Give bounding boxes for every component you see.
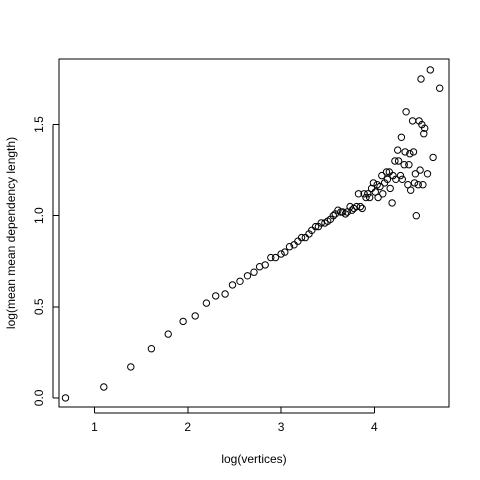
data-point-22	[294, 237, 302, 245]
data-point-55	[374, 193, 382, 202]
data-point-75	[402, 108, 410, 116]
data-point-64	[388, 199, 396, 207]
data-point-83	[411, 170, 420, 178]
data-point-0	[61, 394, 70, 402]
data-point-13	[250, 268, 258, 276]
data-point-46	[358, 204, 366, 213]
y-axis-title: log(mean mean dependency length)	[4, 137, 18, 329]
data-point-49	[364, 190, 372, 198]
data-point-77	[405, 161, 413, 169]
data-point-50	[366, 193, 374, 202]
data-point-47	[360, 190, 368, 198]
data-point-56	[376, 182, 384, 191]
data-point-82	[410, 179, 419, 187]
plot-frame	[58, 58, 450, 408]
data-point-2	[127, 363, 135, 371]
data-point-19	[281, 248, 289, 256]
data-point-73	[400, 161, 408, 169]
data-point-20	[285, 243, 294, 251]
data-point-11	[236, 277, 244, 285]
data-point-81	[409, 148, 418, 156]
x-tick-label-1: 2	[184, 420, 191, 434]
data-point-91	[420, 130, 428, 138]
data-point-57	[378, 171, 386, 180]
data-point-94	[426, 66, 434, 74]
data-point-58	[379, 190, 387, 198]
data-point-78	[406, 150, 414, 158]
data-point-24	[301, 233, 309, 242]
data-point-85	[414, 181, 422, 189]
data-point-93	[423, 170, 432, 178]
data-point-74	[401, 148, 409, 156]
data-point-17	[271, 253, 280, 262]
data-point-92	[421, 124, 429, 132]
data-point-68	[394, 146, 402, 154]
data-point-26	[308, 226, 316, 235]
data-point-33	[329, 212, 337, 220]
data-point-84	[412, 212, 420, 220]
points-layer	[61, 66, 444, 402]
x-axis: 1 2 3 4	[91, 407, 378, 434]
data-point-95	[429, 153, 437, 162]
data-point-10	[228, 281, 237, 289]
y-axis: 0.0 0.5 1.0 1.5	[32, 116, 59, 406]
data-point-80	[408, 117, 417, 125]
data-point-63	[386, 184, 394, 193]
y-tick-label-3: 1.5	[32, 116, 46, 133]
data-point-15	[261, 261, 269, 269]
y-tick-label-0: 0.0	[32, 389, 46, 406]
data-point-4	[164, 330, 172, 338]
x-tick-label-3: 4	[371, 420, 378, 434]
data-point-45	[356, 202, 365, 211]
y-tick-label-2: 1.0	[32, 207, 46, 224]
data-point-6	[191, 312, 199, 320]
data-point-1	[100, 383, 108, 391]
data-point-79	[407, 186, 415, 194]
data-point-44	[354, 190, 363, 198]
data-point-52	[369, 179, 378, 187]
data-point-72	[398, 175, 406, 184]
data-point-88	[417, 75, 425, 83]
data-point-3	[147, 345, 156, 353]
data-point-23	[297, 233, 306, 242]
data-point-61	[383, 175, 392, 184]
data-point-29	[317, 219, 325, 227]
y-tick-label-1: 0.5	[32, 298, 46, 315]
x-tick-label-2: 3	[278, 420, 285, 434]
data-point-87	[416, 166, 424, 174]
data-point-16	[267, 253, 275, 262]
data-point-12	[243, 272, 252, 280]
data-point-90	[419, 181, 427, 189]
x-tick-label-0: 1	[91, 420, 98, 434]
data-point-70	[396, 171, 405, 180]
data-point-41	[348, 206, 356, 214]
data-point-71	[397, 133, 406, 142]
data-point-5	[179, 317, 187, 326]
data-point-60	[382, 168, 391, 176]
data-point-8	[212, 292, 220, 300]
data-point-48	[362, 193, 370, 202]
data-point-38	[341, 210, 350, 218]
data-point-18	[277, 250, 285, 258]
data-point-66	[391, 157, 399, 165]
data-point-9	[221, 290, 229, 298]
data-point-7	[202, 299, 211, 307]
data-point-27	[311, 222, 320, 231]
data-point-96	[436, 84, 444, 92]
data-point-69	[394, 157, 403, 165]
x-axis-title: log(vertices)	[221, 452, 286, 466]
